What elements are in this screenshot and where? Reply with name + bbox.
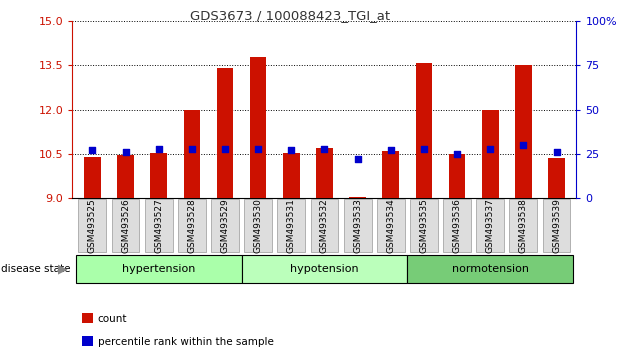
Text: normotension: normotension	[452, 264, 529, 274]
Text: GSM493535: GSM493535	[420, 198, 428, 253]
FancyBboxPatch shape	[476, 199, 504, 252]
FancyBboxPatch shape	[241, 255, 408, 283]
Bar	[217, 68, 233, 198]
FancyBboxPatch shape	[377, 199, 404, 252]
FancyBboxPatch shape	[277, 199, 305, 252]
Point	[452, 151, 462, 157]
Text: GSM493526: GSM493526	[121, 198, 130, 253]
Text: GSM493536: GSM493536	[452, 198, 462, 253]
Bar	[416, 63, 432, 198]
FancyBboxPatch shape	[244, 199, 272, 252]
FancyBboxPatch shape	[211, 199, 239, 252]
Text: GSM493537: GSM493537	[486, 198, 495, 253]
FancyBboxPatch shape	[408, 255, 573, 283]
Bar	[316, 148, 333, 198]
Text: GSM493530: GSM493530	[254, 198, 263, 253]
FancyBboxPatch shape	[76, 255, 241, 283]
Bar	[515, 65, 532, 198]
Text: GSM493531: GSM493531	[287, 198, 296, 253]
Bar	[84, 157, 101, 198]
FancyBboxPatch shape	[410, 199, 438, 252]
FancyBboxPatch shape	[145, 199, 173, 252]
Text: GSM493532: GSM493532	[320, 198, 329, 253]
Bar	[382, 151, 399, 198]
Text: GSM493528: GSM493528	[187, 198, 197, 253]
Text: count: count	[98, 314, 127, 324]
Point	[319, 146, 329, 152]
Text: GSM493539: GSM493539	[552, 198, 561, 253]
Text: GDS3673 / 100088423_TGI_at: GDS3673 / 100088423_TGI_at	[190, 9, 390, 22]
Text: hypotension: hypotension	[290, 264, 358, 274]
Point	[286, 148, 296, 153]
Bar	[283, 153, 300, 198]
Point	[186, 146, 197, 152]
Point	[485, 146, 495, 152]
Bar	[548, 159, 565, 198]
Bar	[482, 110, 498, 198]
Point	[353, 156, 363, 162]
Text: ▶: ▶	[59, 263, 68, 275]
FancyBboxPatch shape	[542, 199, 571, 252]
Point	[220, 146, 230, 152]
Text: percentile rank within the sample: percentile rank within the sample	[98, 337, 273, 347]
Text: disease state: disease state	[1, 264, 71, 274]
Point	[88, 148, 98, 153]
Bar	[151, 153, 167, 198]
Text: GSM493533: GSM493533	[353, 198, 362, 253]
Point	[154, 146, 164, 152]
Text: GSM493529: GSM493529	[220, 198, 229, 253]
Bar	[449, 154, 466, 198]
Point	[386, 148, 396, 153]
Point	[551, 149, 561, 155]
Point	[253, 146, 263, 152]
FancyBboxPatch shape	[443, 199, 471, 252]
Text: GSM493538: GSM493538	[519, 198, 528, 253]
Text: GSM493534: GSM493534	[386, 198, 395, 253]
Text: GSM493525: GSM493525	[88, 198, 97, 253]
FancyBboxPatch shape	[178, 199, 206, 252]
Text: GSM493527: GSM493527	[154, 198, 163, 253]
FancyBboxPatch shape	[112, 199, 139, 252]
FancyBboxPatch shape	[78, 199, 106, 252]
Bar	[349, 197, 366, 198]
FancyBboxPatch shape	[344, 199, 372, 252]
Bar	[117, 155, 134, 198]
Text: hypertension: hypertension	[122, 264, 195, 274]
FancyBboxPatch shape	[311, 199, 338, 252]
Bar	[250, 57, 266, 198]
Point	[419, 146, 429, 152]
Bar	[183, 110, 200, 198]
FancyBboxPatch shape	[510, 199, 537, 252]
Point	[120, 149, 130, 155]
Point	[518, 142, 529, 148]
